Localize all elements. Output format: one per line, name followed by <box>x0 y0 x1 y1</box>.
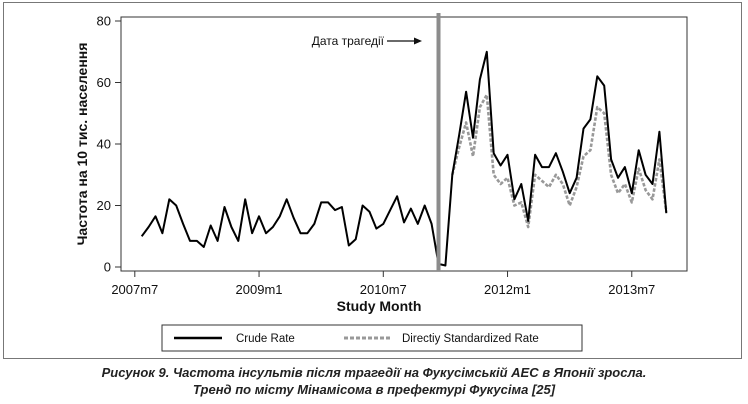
x-axis: 2007m7 2009m1 2010m7 2012m1 2013m7 <box>111 271 655 297</box>
legend-label-standardized-rate: Directiy Standardized Rate <box>402 333 539 345</box>
caption-line-2: Тренд по місту Мінамісома в префектурі Ф… <box>192 382 556 397</box>
figure-caption: Рисунок 9. Частота інсультів після траге… <box>0 364 748 398</box>
line-chart: 0 20 40 60 80 2007m7 2009m1 2010m7 2012m1 2013m7… <box>74 13 688 352</box>
y-axis: 0 20 40 60 80 <box>97 14 121 275</box>
y-tick-label: 20 <box>97 198 111 213</box>
y-tick-label: 40 <box>97 137 111 152</box>
series-line-crude-rate <box>140 50 668 267</box>
caption-line-1: Рисунок 9. Частота інсультів після траге… <box>101 365 647 380</box>
legend-label-crude-rate: Crude Rate <box>236 333 295 345</box>
figure-frame: 0 20 40 60 80 2007m7 2009m1 2010m7 2012m1 2013m7… <box>3 2 742 359</box>
y-axis-title: Частота на 10 тис. населення <box>74 43 90 246</box>
x-tick-label: 2013m7 <box>608 282 655 297</box>
plot-area <box>120 16 688 272</box>
series-line-standardized-rate <box>451 93 668 229</box>
legend: Crude Rate Directiy Standardized Rate <box>161 324 583 352</box>
y-tick-label: 0 <box>104 260 111 275</box>
event-marker-line <box>436 13 441 271</box>
series-group <box>140 50 668 267</box>
x-tick-label: 2010m7 <box>360 282 407 297</box>
x-tick-label: 2007m7 <box>111 282 158 297</box>
y-tick-label: 60 <box>97 75 111 90</box>
x-tick-label: 2009m1 <box>236 282 283 297</box>
x-tick-label: 2012m1 <box>484 282 531 297</box>
x-axis-title: Study Month <box>337 298 422 314</box>
event-annotation-label: Дата трагедії <box>312 34 385 48</box>
event-arrow-icon <box>387 37 422 45</box>
y-tick-label: 80 <box>97 14 111 29</box>
